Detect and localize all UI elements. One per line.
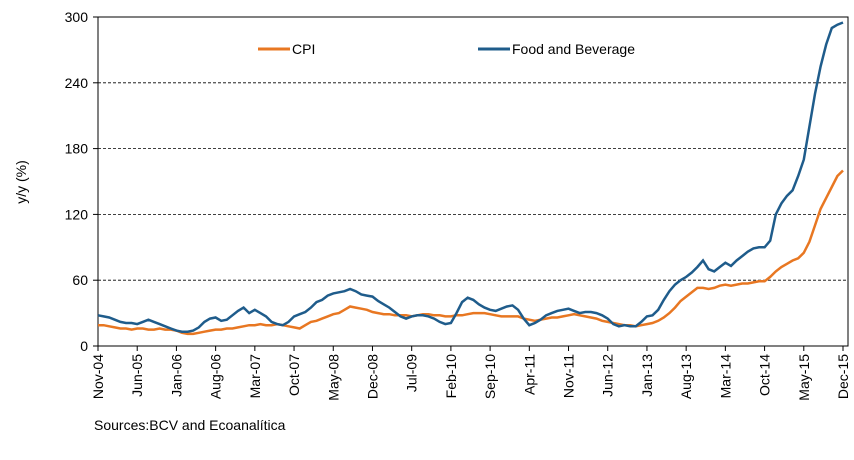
x-tick-label: Mar-14 [717, 354, 733, 399]
x-tick-label: Jan-06 [168, 354, 184, 397]
x-tick-label: Nov-04 [90, 354, 106, 399]
x-tick-label: Jul-09 [404, 354, 420, 392]
x-tick-label: Aug-06 [208, 354, 224, 399]
x-tick-label: Oct-07 [286, 354, 302, 396]
y-tick-label: 300 [65, 9, 89, 25]
x-tick-label: Jan-13 [639, 354, 655, 397]
x-tick-label: Jun-12 [600, 354, 616, 397]
legend-label: CPI [292, 41, 315, 57]
x-tick-label: Feb-10 [443, 354, 459, 399]
x-tick-label: May-15 [796, 354, 812, 401]
y-tick-label: 120 [65, 206, 89, 222]
x-tick-label: Nov-11 [561, 354, 577, 398]
x-tick-label: Aug-13 [678, 354, 694, 399]
series-line [98, 169, 844, 336]
x-tick-label: Jun-05 [129, 354, 145, 397]
y-axis-label: y/y (%) [13, 160, 29, 204]
x-tick-label: Apr-11 [521, 354, 537, 395]
x-tick-label: Mar-07 [247, 354, 263, 399]
source-note: Sources:BCV and Ecoanalítica [94, 417, 286, 433]
x-tick-label: Oct-14 [757, 354, 773, 396]
x-tick-label: Sep-10 [482, 354, 498, 399]
y-tick-label: 240 [65, 75, 89, 91]
legend-label: Food and Beverage [512, 41, 635, 57]
y-tick-label: 60 [72, 272, 88, 288]
x-tick-label: Dec-15 [835, 354, 851, 399]
plot-frame [97, 16, 849, 347]
x-tick-label: Dec-08 [364, 354, 380, 399]
x-tick-label: May-08 [325, 354, 341, 401]
y-tick-label: 0 [80, 338, 88, 354]
series-line [97, 21, 844, 333]
y-tick-label: 180 [65, 141, 89, 157]
